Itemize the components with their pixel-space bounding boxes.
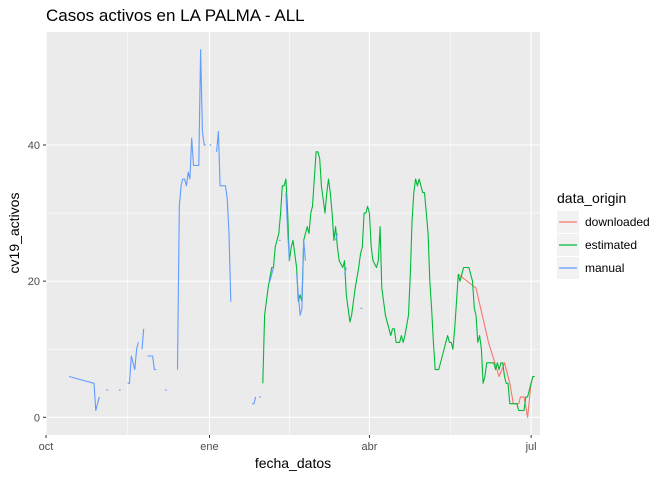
x-tick-label: ene xyxy=(200,441,218,453)
chart-title: Casos activos en LA PALMA - ALL xyxy=(46,6,305,25)
series-line-manual xyxy=(296,239,306,316)
y-tick-label: 0 xyxy=(34,412,40,424)
series-line-manual xyxy=(269,267,275,282)
series-estimated xyxy=(262,151,535,412)
x-axis-label: fecha_datos xyxy=(255,455,331,471)
series-line-manual xyxy=(285,192,290,261)
y-tick-label: 20 xyxy=(28,276,40,288)
legend-label: estimated xyxy=(585,238,637,252)
legend-title: data_origin xyxy=(557,190,626,206)
series-line-manual xyxy=(127,342,139,384)
y-axis-label: cv19_activos xyxy=(6,193,22,274)
x-axis: oct ene abr jul xyxy=(39,435,537,453)
series-line-manual xyxy=(176,49,206,370)
series-line-manual xyxy=(343,267,347,275)
x-tick-label: oct xyxy=(39,441,54,453)
series-manual xyxy=(68,49,363,412)
y-tick-label: 40 xyxy=(28,140,40,152)
plot-panel xyxy=(45,32,540,435)
legend: data_origin downloaded estimated manual xyxy=(557,190,650,279)
x-tick-label: abr xyxy=(361,441,377,453)
data-series xyxy=(68,49,535,418)
plot-background xyxy=(46,32,540,435)
x-tick-label: jul xyxy=(525,441,537,453)
grid-lines xyxy=(45,32,540,435)
series-line-manual xyxy=(141,328,145,350)
legend-label: manual xyxy=(585,261,624,275)
series-line-manual xyxy=(68,375,100,412)
series-line-estimated xyxy=(262,151,535,412)
series-line-manual xyxy=(252,396,257,405)
legend-label: downloaded xyxy=(585,215,650,229)
y-axis: 0 20 40 xyxy=(28,140,46,424)
series-line-manual xyxy=(216,130,232,302)
series-line-manual xyxy=(335,233,338,241)
series-line-manual xyxy=(147,355,157,371)
